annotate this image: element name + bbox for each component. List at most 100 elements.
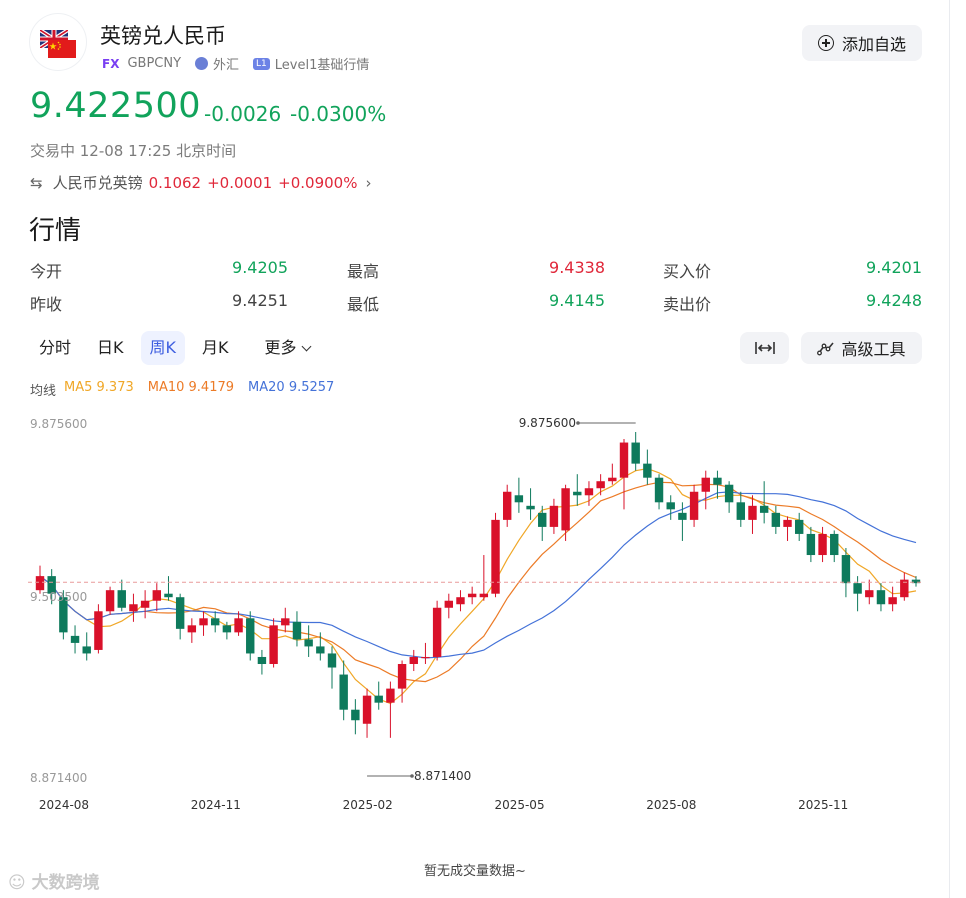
ma10-line: [39, 481, 917, 683]
price-change: -0.0026: [204, 102, 282, 126]
candle-body: [304, 639, 313, 647]
ma5-line: [39, 467, 917, 705]
x-tick-label: 2025-08: [646, 798, 696, 812]
low-label: 最低: [347, 295, 380, 314]
level-badge: L1: [253, 57, 270, 70]
candle-body: [281, 618, 290, 626]
add-watchlist-button[interactable]: 添加自选: [802, 25, 922, 61]
chevron-right-icon: ›: [365, 173, 372, 192]
price-change-percent: -0.0300%: [290, 102, 387, 126]
chevron-down-icon: [301, 341, 311, 352]
candle-body: [187, 625, 197, 633]
candle-body: [467, 593, 477, 598]
x-tick-label: 2025-02: [343, 798, 393, 812]
ask-label: 卖出价: [663, 295, 712, 314]
trading-status: 交易中 12-08 17:25 北京时间: [30, 142, 237, 160]
prev-close-value: 9.4251: [232, 291, 288, 310]
symbol-code: GBPCNY: [127, 56, 182, 71]
ma-legend-title: 均线: [30, 384, 57, 399]
ask-value: 9.4248: [866, 291, 922, 310]
x-tick-label: 2024-08: [39, 798, 89, 812]
watermark-text: 大数跨境: [31, 873, 100, 893]
candle-body: [900, 579, 909, 598]
candle-body: [701, 477, 710, 492]
candle-body: [748, 505, 757, 520]
tab-daily[interactable]: 日K: [97, 338, 124, 357]
currency-flags: [30, 14, 86, 70]
last-price: 9.422500: [30, 86, 202, 126]
inverse-price: 0.1062: [148, 173, 202, 192]
candle-body: [386, 688, 395, 703]
low-value: 9.4145: [549, 291, 605, 310]
tab-intraday[interactable]: 分时: [39, 338, 72, 357]
candle-body: [152, 590, 162, 601]
market-tag: FX: [102, 56, 120, 71]
candle-body: [117, 590, 126, 608]
candle-body: [491, 519, 500, 594]
candle-body: [47, 576, 56, 594]
candle-body: [175, 597, 185, 629]
high-label: 最高: [347, 262, 380, 281]
plus-circle-icon: [817, 35, 834, 51]
candle-body: [654, 477, 664, 503]
market-section-title: 行情: [29, 216, 82, 246]
right-divider: [949, 0, 950, 898]
tab-monthly[interactable]: 月K: [202, 338, 229, 357]
candle-body: [292, 621, 302, 640]
x-tick-label: 2024-11: [191, 798, 241, 812]
candle-body: [409, 656, 418, 665]
min-marker-dot: [410, 774, 414, 778]
candle-body: [771, 512, 781, 527]
candle-body: [94, 611, 103, 650]
max-marker-dot: [576, 421, 580, 425]
candle-body: [70, 635, 80, 643]
candle-body: [35, 576, 45, 591]
instrument-meta: FX GBPCNY 外汇 L1 Level1基础行情: [102, 54, 369, 73]
candle-body: [82, 646, 91, 654]
open-label: 今开: [30, 262, 63, 281]
candle-body: [561, 488, 570, 531]
candle-body: [573, 491, 582, 496]
candlestick-chart[interactable]: 9.875600 9.503500 8.871400 9.875600 8.871…: [0, 400, 950, 830]
candle-body: [783, 519, 792, 527]
advanced-tools-label: 高级工具: [841, 340, 906, 359]
swap-icon: ⇆: [30, 173, 43, 192]
candle-body: [164, 593, 173, 598]
y-axis-bottom-label: 8.871400: [30, 771, 87, 785]
inverse-change: +0.0001: [207, 173, 273, 192]
advanced-tools-button[interactable]: 高级工具: [801, 332, 922, 364]
inverse-pair-link[interactable]: ⇆ 人民币兑英镑 0.1062 +0.0001 +0.0900% ›: [30, 172, 371, 193]
candle-body: [666, 502, 675, 510]
candle-body: [689, 491, 699, 520]
candle-body: [865, 590, 874, 598]
candle-body: [596, 481, 605, 489]
candle-body: [888, 597, 897, 605]
candle-body: [351, 709, 360, 721]
y-axis-top-label: 9.875600: [30, 417, 87, 431]
candle-body: [759, 505, 769, 513]
x-axis-ticks: 2024-08 2024-11 2025-02 2025-05 2025-08 2025-…: [39, 798, 848, 812]
x-tick-label: 2025-05: [494, 798, 544, 812]
tab-weekly[interactable]: 周K: [140, 331, 186, 365]
candle-body: [210, 618, 220, 626]
candle-body: [246, 618, 255, 654]
candle-body: [129, 604, 138, 612]
candle-body: [619, 442, 629, 478]
candle-body: [584, 488, 594, 496]
candle-body: [374, 695, 383, 703]
expand-horizontal-icon: [754, 342, 775, 354]
inverse-change-percent: +0.0900%: [278, 173, 358, 192]
candle-body: [514, 495, 524, 503]
candle-body: [911, 579, 921, 584]
globe-icon: [195, 57, 209, 70]
candle-body: [526, 505, 535, 510]
ma-lines-layer: [39, 467, 917, 705]
tab-more[interactable]: 更多: [256, 331, 319, 365]
extreme-markers: 9.875600 8.871400: [367, 416, 636, 783]
category-label: 外汇: [213, 58, 240, 73]
candle-body: [724, 484, 734, 503]
fit-width-button[interactable]: [740, 332, 789, 364]
candle-body: [502, 491, 512, 520]
ma10-legend: MA10 9.4179: [147, 380, 235, 395]
candle-body: [105, 590, 115, 612]
